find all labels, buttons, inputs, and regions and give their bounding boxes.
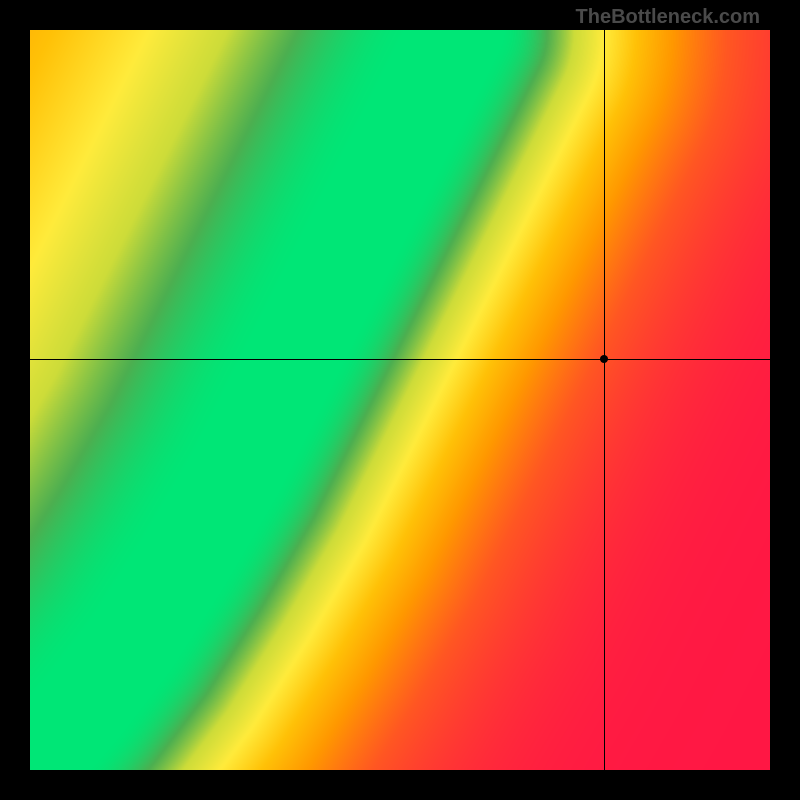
crosshair-marker [600,355,608,363]
watermark-text: TheBottleneck.com [576,6,760,29]
crosshair-vertical [604,30,605,770]
plot-area [30,30,770,770]
chart-container: TheBottleneck.com [0,0,800,800]
heatmap-canvas [30,30,770,770]
crosshair-horizontal [30,359,770,360]
